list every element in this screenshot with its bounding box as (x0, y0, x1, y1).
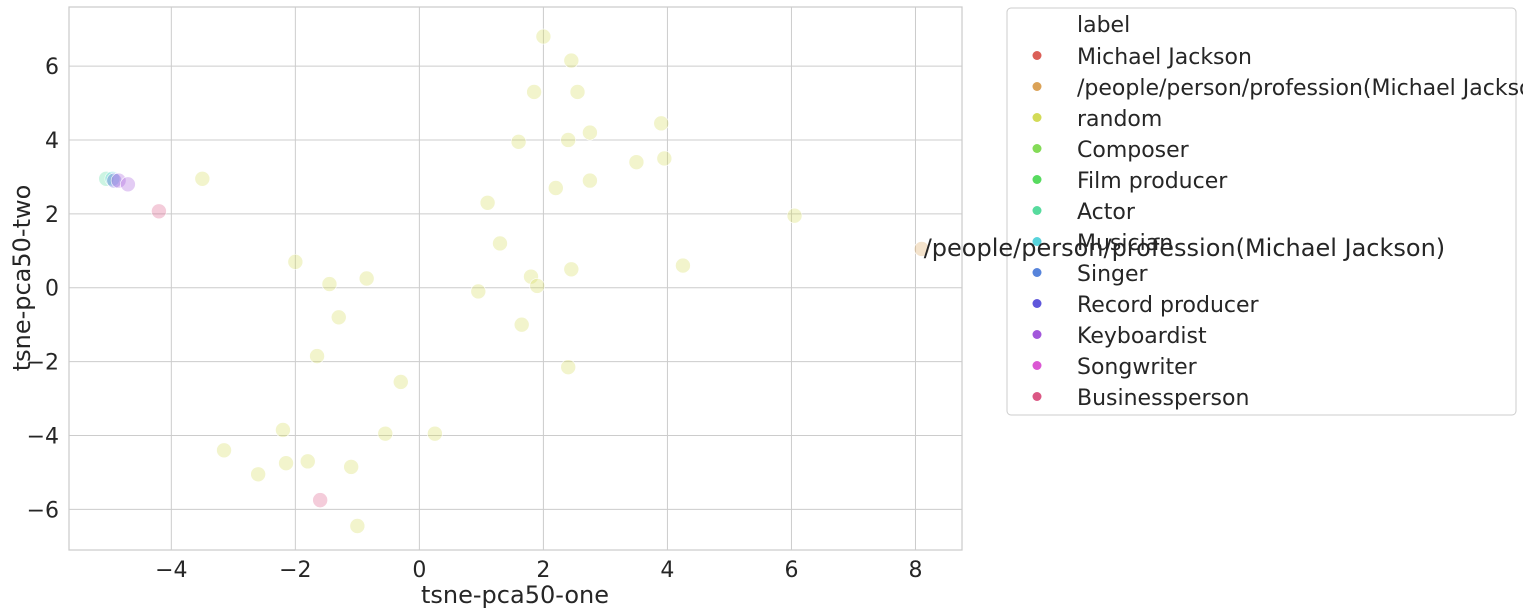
x-tick-label: −2 (279, 558, 311, 583)
legend-marker (1032, 113, 1042, 122)
legend-marker (1032, 392, 1042, 401)
legend-marker (1032, 299, 1042, 308)
data-point (106, 172, 123, 189)
legend-items: Michael Jackson/people/person/profession… (1032, 45, 1523, 411)
legend-label: Singer (1077, 262, 1149, 287)
legend-marker (1032, 361, 1042, 370)
data-points (98, 28, 930, 534)
legend-frame (1006, 7, 1517, 416)
x-axis-label: tsne-pca50-one (421, 581, 609, 609)
data-point (513, 316, 530, 333)
legend-label: Actor (1077, 200, 1136, 225)
x-tick-label: −4 (155, 558, 187, 583)
legend-label: Businessperson (1077, 386, 1249, 411)
data-point (104, 170, 121, 187)
data-point (299, 453, 316, 470)
plot-background (69, 7, 962, 550)
data-point (628, 154, 645, 170)
legend-label: Songwriter (1077, 355, 1198, 380)
legend-marker (1032, 175, 1042, 184)
data-point (110, 172, 127, 189)
data-point (563, 261, 580, 278)
data-point (392, 374, 409, 390)
data-point (523, 268, 539, 285)
data-point (216, 442, 232, 459)
legend-label: Michael Jackson (1077, 45, 1252, 70)
plot-frame (68, 6, 963, 551)
data-point (278, 455, 294, 471)
x-tick-labels: −4 −2 0 2 4 6 8 (155, 558, 922, 583)
legend-marker (1032, 206, 1042, 215)
data-point (358, 270, 375, 287)
y-tick-label: −2 (27, 351, 59, 376)
data-point (569, 84, 586, 100)
data-point (479, 194, 496, 211)
data-point (529, 278, 546, 294)
legend-label: Keyboardist (1077, 324, 1207, 349)
point-annotation: /people/person/profession(Michael Jackso… (924, 234, 1445, 262)
data-point (377, 425, 394, 442)
y-tick-label: 4 (45, 129, 59, 154)
data-point (98, 170, 115, 187)
y-tick-label: 0 (45, 277, 59, 302)
x-tick-label: 2 (536, 558, 550, 583)
data-point (309, 348, 325, 364)
data-point (330, 309, 347, 326)
legend-label: Musician (1077, 231, 1173, 256)
y-tick-label: −6 (27, 498, 59, 523)
data-point (653, 115, 670, 132)
y-axis-label: tsne-pca50-two (8, 185, 36, 372)
data-point (343, 459, 359, 475)
legend-marker (1032, 268, 1042, 277)
data-point (492, 235, 508, 252)
legend-marker (1032, 82, 1042, 91)
y-tick-label: −4 (27, 424, 59, 449)
data-point (312, 492, 328, 508)
data-point (548, 180, 564, 196)
x-tick-label: 0 (412, 558, 426, 583)
y-tick-label: 6 (45, 55, 59, 80)
legend-label: Film producer (1077, 169, 1228, 194)
legend-marker (1032, 51, 1042, 60)
data-point (287, 254, 304, 270)
data-point (535, 28, 552, 45)
data-point (250, 466, 266, 483)
data-point (470, 283, 487, 300)
x-tick-label: 4 (660, 558, 674, 583)
data-point (582, 124, 598, 141)
data-point (786, 207, 803, 224)
data-point (510, 134, 527, 150)
legend: label Michael Jackson/people/person/prof… (1006, 7, 1523, 416)
y-tick-label: 2 (45, 203, 59, 228)
data-point (560, 359, 577, 375)
data-point (675, 257, 691, 274)
data-point (275, 422, 291, 438)
data-point (526, 84, 542, 100)
data-point (563, 52, 580, 69)
x-tick-label: 8 (908, 558, 922, 583)
legend-label: Composer (1077, 138, 1190, 163)
data-point (194, 170, 211, 187)
data-point (349, 518, 366, 534)
data-point (120, 176, 136, 193)
grid-lines (69, 7, 962, 550)
legend-label: Record producer (1077, 293, 1260, 318)
y-tick-labels: −6 −4 −2 0 2 4 6 (27, 55, 59, 523)
data-point (582, 172, 598, 189)
data-point (560, 132, 577, 148)
x-tick-label: 6 (784, 558, 798, 583)
legend-marker (1032, 144, 1042, 153)
legend-label: /people/person/profession(Michael Jackso… (1077, 76, 1523, 101)
data-point (656, 150, 673, 167)
legend-marker (1032, 330, 1042, 339)
data-point (913, 241, 930, 257)
legend-marker (1032, 237, 1042, 246)
data-point (427, 425, 443, 442)
data-point (321, 276, 338, 292)
legend-title: label (1077, 13, 1130, 38)
data-point (151, 203, 167, 220)
legend-label: random (1077, 107, 1162, 132)
